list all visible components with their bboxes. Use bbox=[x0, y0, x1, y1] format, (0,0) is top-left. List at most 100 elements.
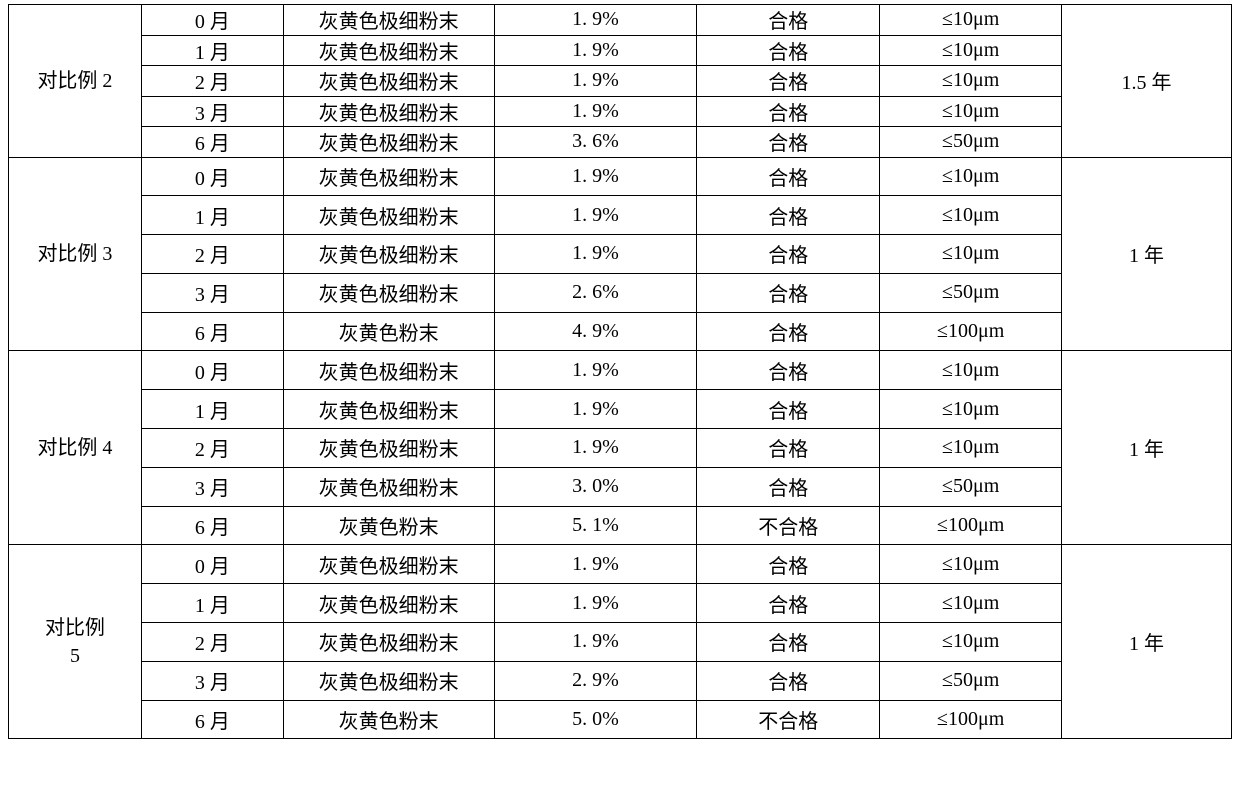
table-row: 2 月 灰黄色极细粉末 1. 9% 合格 ≤10μm bbox=[9, 623, 1232, 662]
cell-month: 2 月 bbox=[141, 623, 283, 662]
cell-status: 合格 bbox=[697, 584, 880, 623]
cell-appearance: 灰黄色极细粉末 bbox=[283, 35, 494, 66]
table-row: 2 月 灰黄色极细粉末 1. 9% 合格 ≤10μm bbox=[9, 235, 1232, 274]
cell-pct: 2. 6% bbox=[494, 273, 697, 312]
cell-size: ≤50μm bbox=[880, 467, 1062, 506]
cell-month: 0 月 bbox=[141, 351, 283, 390]
table-row: 2 月 灰黄色极细粉末 1. 9% 合格 ≤10μm bbox=[9, 429, 1232, 468]
table-row: 2 月 灰黄色极细粉末 1. 9% 合格 ≤10μm bbox=[9, 66, 1232, 97]
cell-pct: 1. 9% bbox=[494, 545, 697, 584]
cell-pct: 1. 9% bbox=[494, 196, 697, 235]
cell-appearance: 灰黄色极细粉末 bbox=[283, 235, 494, 274]
cell-status: 合格 bbox=[697, 390, 880, 429]
table-row: 6 月 灰黄色粉末 4. 9% 合格 ≤100μm bbox=[9, 312, 1232, 351]
cell-size: ≤10μm bbox=[880, 66, 1062, 97]
table-row: 对比例 4 0 月 灰黄色极细粉末 1. 9% 合格 ≤10μm 1 年 bbox=[9, 351, 1232, 390]
cell-appearance: 灰黄色粉末 bbox=[283, 312, 494, 351]
cell-size: ≤100μm bbox=[880, 312, 1062, 351]
table-row: 3 月 灰黄色极细粉末 2. 6% 合格 ≤50μm bbox=[9, 273, 1232, 312]
table-row: 3 月 灰黄色极细粉末 1. 9% 合格 ≤10μm bbox=[9, 96, 1232, 127]
cell-pct: 1. 9% bbox=[494, 429, 697, 468]
cell-size: ≤10μm bbox=[880, 35, 1062, 66]
cell-status: 合格 bbox=[697, 5, 880, 36]
table-row: 对比例 2 0 月 灰黄色极细粉末 1. 9% 合格 ≤10μm 1.5 年 bbox=[9, 5, 1232, 36]
cell-appearance: 灰黄色极细粉末 bbox=[283, 5, 494, 36]
cell-status: 合格 bbox=[697, 96, 880, 127]
cell-appearance: 灰黄色粉末 bbox=[283, 506, 494, 545]
table-row: 1 月 灰黄色极细粉末 1. 9% 合格 ≤10μm bbox=[9, 584, 1232, 623]
cell-status: 不合格 bbox=[697, 700, 880, 739]
cell-pct: 1. 9% bbox=[494, 623, 697, 662]
cell-status: 合格 bbox=[697, 235, 880, 274]
group-label: 对比例 4 bbox=[9, 351, 142, 545]
cell-month: 1 月 bbox=[141, 196, 283, 235]
cell-status: 合格 bbox=[697, 196, 880, 235]
table-row: 3 月 灰黄色极细粉末 3. 0% 合格 ≤50μm bbox=[9, 467, 1232, 506]
cell-appearance: 灰黄色极细粉末 bbox=[283, 390, 494, 429]
cell-pct: 1. 9% bbox=[494, 351, 697, 390]
shelf-life: 1 年 bbox=[1062, 545, 1232, 739]
cell-month: 6 月 bbox=[141, 506, 283, 545]
cell-pct: 3. 6% bbox=[494, 127, 697, 158]
shelf-life: 1 年 bbox=[1062, 157, 1232, 351]
cell-size: ≤50μm bbox=[880, 661, 1062, 700]
cell-status: 合格 bbox=[697, 661, 880, 700]
table-row: 3 月 灰黄色极细粉末 2. 9% 合格 ≤50μm bbox=[9, 661, 1232, 700]
cell-month: 6 月 bbox=[141, 700, 283, 739]
table-row: 对比例5 0 月 灰黄色极细粉末 1. 9% 合格 ≤10μm 1 年 bbox=[9, 545, 1232, 584]
cell-month: 3 月 bbox=[141, 661, 283, 700]
cell-appearance: 灰黄色极细粉末 bbox=[283, 96, 494, 127]
cell-month: 1 月 bbox=[141, 35, 283, 66]
cell-month: 3 月 bbox=[141, 96, 283, 127]
cell-size: ≤10μm bbox=[880, 5, 1062, 36]
cell-appearance: 灰黄色极细粉末 bbox=[283, 467, 494, 506]
table-body: 对比例 2 0 月 灰黄色极细粉末 1. 9% 合格 ≤10μm 1.5 年 1… bbox=[9, 5, 1232, 739]
cell-status: 合格 bbox=[697, 273, 880, 312]
cell-appearance: 灰黄色粉末 bbox=[283, 700, 494, 739]
cell-pct: 1. 9% bbox=[494, 235, 697, 274]
cell-appearance: 灰黄色极细粉末 bbox=[283, 196, 494, 235]
cell-appearance: 灰黄色极细粉末 bbox=[283, 623, 494, 662]
table-row: 6 月 灰黄色极细粉末 3. 6% 合格 ≤50μm bbox=[9, 127, 1232, 158]
cell-month: 6 月 bbox=[141, 127, 283, 158]
cell-pct: 5. 1% bbox=[494, 506, 697, 545]
table-row: 6 月 灰黄色粉末 5. 1% 不合格 ≤100μm bbox=[9, 506, 1232, 545]
cell-pct: 1. 9% bbox=[494, 66, 697, 97]
cell-size: ≤50μm bbox=[880, 273, 1062, 312]
cell-status: 合格 bbox=[697, 127, 880, 158]
group-label: 对比例 3 bbox=[9, 157, 142, 351]
shelf-life: 1.5 年 bbox=[1062, 5, 1232, 158]
cell-status: 合格 bbox=[697, 35, 880, 66]
cell-status: 合格 bbox=[697, 66, 880, 97]
cell-size: ≤100μm bbox=[880, 506, 1062, 545]
cell-appearance: 灰黄色极细粉末 bbox=[283, 273, 494, 312]
cell-status: 合格 bbox=[697, 312, 880, 351]
cell-size: ≤10μm bbox=[880, 96, 1062, 127]
cell-month: 1 月 bbox=[141, 390, 283, 429]
cell-appearance: 灰黄色极细粉末 bbox=[283, 127, 494, 158]
cell-month: 6 月 bbox=[141, 312, 283, 351]
cell-status: 合格 bbox=[697, 157, 880, 196]
cell-status: 合格 bbox=[697, 623, 880, 662]
cell-month: 2 月 bbox=[141, 235, 283, 274]
cell-pct: 4. 9% bbox=[494, 312, 697, 351]
cell-appearance: 灰黄色极细粉末 bbox=[283, 351, 494, 390]
group-label: 对比例5 bbox=[9, 545, 142, 739]
cell-size: ≤10μm bbox=[880, 584, 1062, 623]
group-label: 对比例 2 bbox=[9, 5, 142, 158]
cell-pct: 1. 9% bbox=[494, 390, 697, 429]
cell-size: ≤10μm bbox=[880, 196, 1062, 235]
cell-status: 合格 bbox=[697, 467, 880, 506]
cell-appearance: 灰黄色极细粉末 bbox=[283, 584, 494, 623]
cell-status: 合格 bbox=[697, 545, 880, 584]
cell-size: ≤10μm bbox=[880, 545, 1062, 584]
cell-status: 不合格 bbox=[697, 506, 880, 545]
cell-pct: 1. 9% bbox=[494, 35, 697, 66]
table-row: 对比例 3 0 月 灰黄色极细粉末 1. 9% 合格 ≤10μm 1 年 bbox=[9, 157, 1232, 196]
cell-size: ≤10μm bbox=[880, 235, 1062, 274]
cell-pct: 1. 9% bbox=[494, 584, 697, 623]
cell-pct: 1. 9% bbox=[494, 5, 697, 36]
table-row: 6 月 灰黄色粉末 5. 0% 不合格 ≤100μm bbox=[9, 700, 1232, 739]
cell-pct: 5. 0% bbox=[494, 700, 697, 739]
stability-table: 对比例 2 0 月 灰黄色极细粉末 1. 9% 合格 ≤10μm 1.5 年 1… bbox=[8, 4, 1232, 739]
